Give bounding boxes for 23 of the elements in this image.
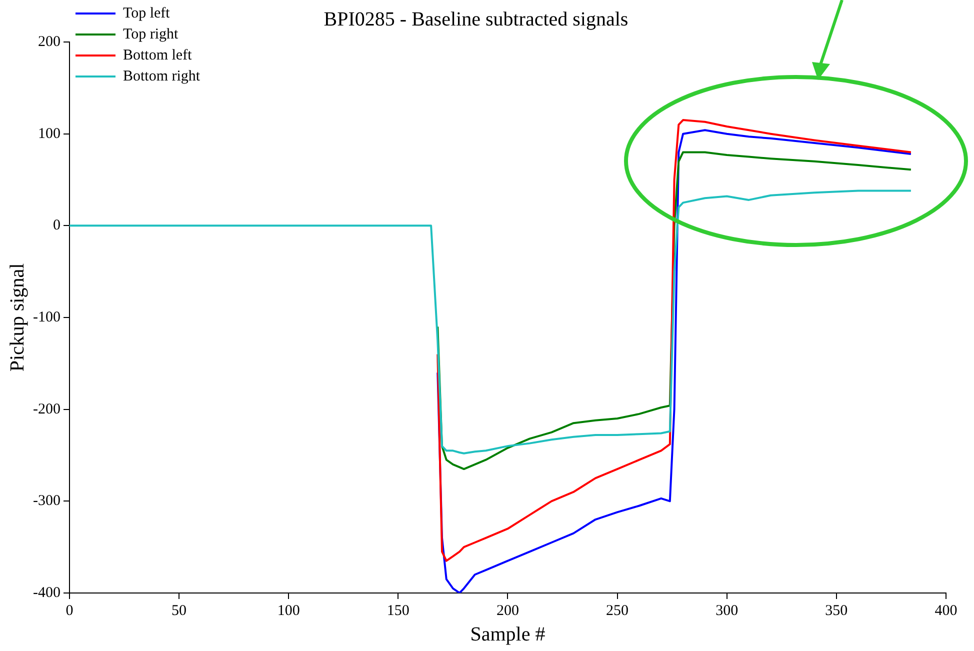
x-tick-label: 0 — [66, 602, 74, 619]
x-tick-label: 350 — [825, 602, 848, 619]
y-tick-label: -200 — [32, 401, 60, 418]
x-tick-label: 50 — [172, 602, 187, 619]
y-tick-label: -400 — [32, 584, 60, 601]
x-axis-title: Sample # — [470, 623, 546, 646]
x-tick-label: 250 — [606, 602, 629, 619]
y-axis-title: Pickup signal — [6, 262, 28, 372]
legend-label: Top right — [122, 26, 180, 42]
x-tick-label: 150 — [386, 602, 410, 619]
legend-label: Bottom left — [122, 47, 193, 64]
y-tick-label: 100 — [38, 126, 60, 142]
y-tick-label: -100 — [32, 309, 60, 326]
x-tick-label: 300 — [716, 602, 738, 619]
legend-label: Top left — [122, 5, 171, 22]
y-tick-label: -300 — [32, 493, 60, 510]
y-tick-label: 0 — [52, 218, 60, 234]
legend-label: Bottom right — [122, 68, 201, 84]
x-tick-label: 100 — [277, 602, 300, 619]
x-tick-label: 400 — [934, 602, 958, 619]
y-tick-label: 200 — [38, 34, 60, 50]
x-tick-label: 200 — [496, 602, 519, 619]
chart-title: BPI0285 - Baseline subtracted signals — [324, 8, 628, 30]
